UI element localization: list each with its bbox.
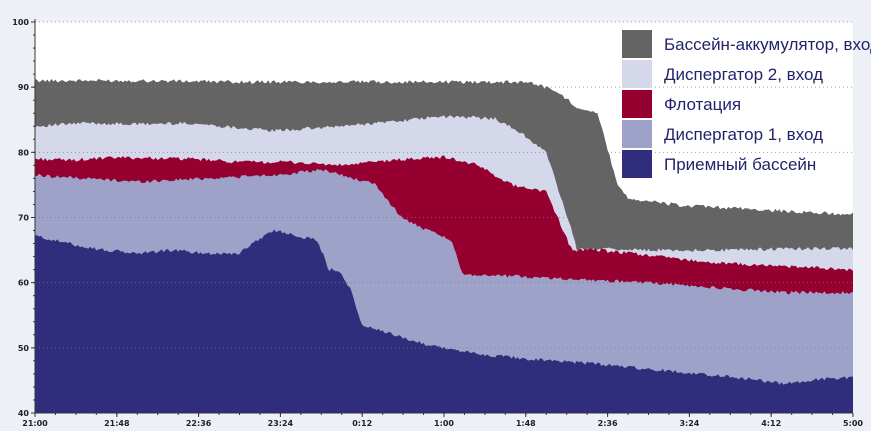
legend-label-2: Диспергатор 2, вход xyxy=(664,65,823,84)
series-area-5 xyxy=(35,229,853,413)
y-tick-label-70: 70 xyxy=(18,214,30,223)
x-tick-label-10: 5:00 xyxy=(843,419,863,428)
legend-swatch-1 xyxy=(622,30,652,58)
y-tick-label-80: 80 xyxy=(18,148,30,157)
legend-swatch-4 xyxy=(622,120,652,148)
x-tick-label-4: 0:12 xyxy=(352,419,372,428)
y-tick-label-100: 100 xyxy=(12,18,29,27)
legend-swatch-5 xyxy=(622,150,652,178)
x-tick-label-8: 3:24 xyxy=(679,419,699,428)
y-tick-label-60: 60 xyxy=(18,279,30,288)
x-tick-label-2: 22:36 xyxy=(186,419,212,428)
x-tick-label-0: 21:00 xyxy=(22,419,48,428)
x-tick-label-6: 1:48 xyxy=(516,419,536,428)
y-tick-label-40: 40 xyxy=(18,409,30,418)
y-tick-label-90: 90 xyxy=(18,83,30,92)
legend-label-4: Диспергатор 1, вход xyxy=(664,125,823,144)
x-tick-label-1: 21:48 xyxy=(104,419,130,428)
legend-label-5: Приемный бассейн xyxy=(664,155,816,174)
y-tick-label-50: 50 xyxy=(18,344,30,353)
x-tick-label-7: 2:36 xyxy=(598,419,618,428)
x-tick-label-3: 23:24 xyxy=(268,419,294,428)
legend-swatch-3 xyxy=(622,90,652,118)
x-tick-label-5: 1:00 xyxy=(434,419,454,428)
legend-label-3: Флотация xyxy=(664,95,741,114)
legend-label-1: Бассейн-аккумулятор, вход xyxy=(664,35,871,54)
legend-swatch-2 xyxy=(622,60,652,88)
x-tick-label-9: 4:12 xyxy=(761,419,781,428)
